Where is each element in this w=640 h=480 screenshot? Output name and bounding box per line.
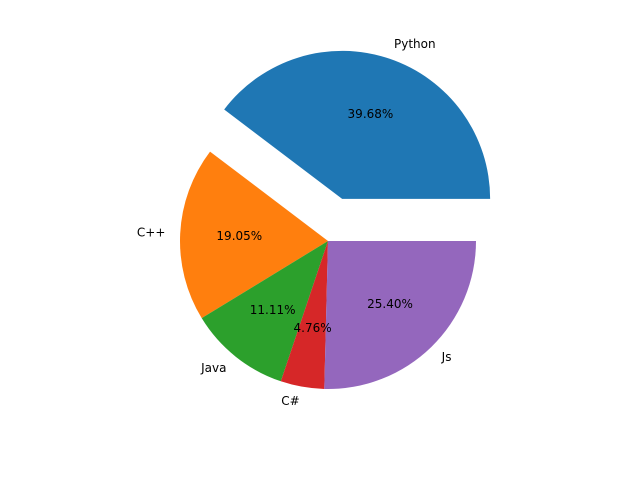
pie-labels: Python 39.68% C++ 19.05% Java 11.11% C# 4.76% Js…: [137, 37, 452, 408]
slice-percent-java: 11.11%: [250, 303, 296, 317]
slice-percent-js: 25.40%: [367, 297, 413, 311]
slice-cplusplus: [179, 151, 328, 319]
slice-label-csharp: C#: [281, 394, 299, 408]
pie-slices: [179, 50, 491, 389]
slice-label-java: Java: [200, 361, 226, 375]
slice-label-python: Python: [394, 37, 436, 51]
slice-label-js: Js: [441, 350, 452, 364]
slice-percent-cplusplus: 19.05%: [216, 229, 262, 243]
slice-percent-python: 39.68%: [348, 107, 394, 121]
slice-label-cplusplus: C++: [137, 225, 166, 239]
slice-python: [224, 50, 491, 199]
slice-percent-csharp: 4.76%: [294, 321, 332, 335]
slice-java: [201, 241, 328, 382]
slice-js: [324, 241, 476, 389]
slice-csharp: [280, 241, 328, 389]
